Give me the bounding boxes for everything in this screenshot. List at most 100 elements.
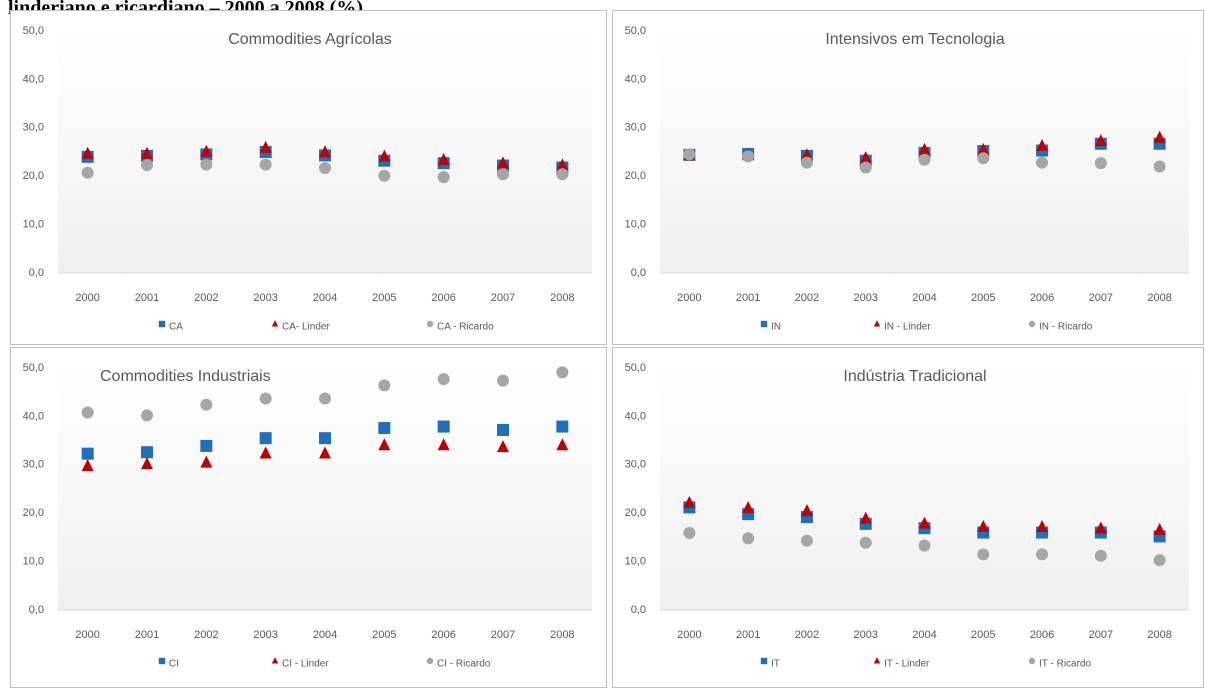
chart-title: Intensivos em Tecnologia [825, 31, 1004, 48]
legend-label: CI [169, 659, 179, 670]
marker-circle [81, 166, 94, 179]
x-tick-label: 2000 [677, 292, 701, 304]
marker-triangle [259, 140, 272, 153]
marker-square [742, 508, 755, 521]
marker-triangle [497, 156, 509, 169]
chart-panel: 0,0 10,0 20,0 30,0 40,0 50,0 2000 2001 2002 2003 2… [10, 347, 607, 688]
chart-panel: 0,0 10,0 20,0 30,0 40,0 50,0 2000 2001 2002 2003 2… [612, 10, 1204, 345]
marker-circle [800, 156, 813, 169]
marker-circle [977, 152, 990, 165]
marker-triangle [200, 455, 213, 468]
marker-square [200, 439, 213, 452]
y-tick-label: 20,0 [23, 170, 44, 182]
x-tick-label: 2007 [491, 629, 515, 641]
marker-circle [1094, 549, 1107, 562]
legend-label: CA [169, 322, 183, 333]
marker-square [378, 422, 391, 435]
legend-label: IN [771, 322, 781, 333]
marker-triangle [859, 151, 872, 164]
marker-circle [683, 527, 696, 540]
x-tick-label: 2005 [372, 292, 396, 304]
marker-triangle [497, 440, 509, 453]
marker-triangle [259, 446, 272, 459]
marker-circle [200, 158, 213, 171]
marker-circle [426, 320, 434, 328]
marker-triangle [918, 142, 931, 155]
y-tick-label: 40,0 [625, 410, 646, 422]
plot-area [660, 368, 1189, 610]
marker-circle [378, 169, 391, 182]
marker-circle [319, 392, 331, 405]
marker-triangle [141, 457, 153, 470]
marker-triangle [800, 148, 813, 161]
legend-label: CI - Linder [282, 659, 329, 670]
marker-triangle [1036, 520, 1049, 533]
x-tick-label: 2005 [971, 629, 995, 641]
chart-title: Commodities Industriais [100, 368, 271, 385]
marker-triangle [800, 504, 813, 517]
marker-circle [426, 657, 434, 665]
marker-circle [1153, 160, 1166, 173]
marker-circle [556, 366, 569, 379]
marker-circle [742, 150, 755, 163]
marker-triangle [81, 146, 94, 159]
x-tick-label: 2001 [736, 629, 760, 641]
marker-circle [859, 161, 872, 174]
marker-triangle [1153, 522, 1166, 535]
y-tick-label: 40,0 [23, 73, 44, 85]
x-tick-label: 2004 [313, 292, 337, 304]
x-tick-label: 2001 [736, 292, 760, 304]
y-tick-label: 30,0 [23, 122, 44, 134]
marker-circle [800, 534, 813, 547]
marker-circle [319, 161, 331, 174]
marker-circle [1028, 320, 1036, 328]
marker-circle [918, 153, 931, 166]
marker-circle [977, 548, 990, 561]
marker-circle [378, 379, 391, 392]
marker-triangle [271, 657, 279, 664]
marker-circle [742, 532, 755, 545]
x-tick-label: 2003 [853, 629, 877, 641]
y-tick-label: 20,0 [625, 170, 646, 182]
x-tick-label: 2000 [75, 629, 99, 641]
x-tick-label: 2003 [853, 292, 877, 304]
marker-circle [1036, 156, 1049, 169]
marker-triangle [81, 459, 94, 472]
chart-panel: 0,0 10,0 20,0 30,0 40,0 50,0 2000 2001 2002 2003 2… [10, 10, 607, 345]
x-tick-label: 2000 [677, 629, 701, 641]
legend-label: IT [771, 659, 780, 670]
marker-triangle [556, 158, 569, 171]
chart-title: Indústria Tradicional [843, 368, 986, 385]
y-tick-label: 0,0 [631, 267, 646, 279]
y-tick-label: 50,0 [23, 25, 44, 37]
marker-square [158, 657, 166, 665]
chart-panel: 0,0 10,0 20,0 30,0 40,0 50,0 2000 2001 2002 2003 2… [612, 347, 1204, 688]
marker-triangle [1094, 521, 1107, 534]
y-tick-label: 10,0 [23, 556, 44, 568]
marker-triangle [200, 144, 213, 157]
marker-circle [1036, 548, 1049, 561]
legend-label: IT - Linder [884, 659, 930, 670]
marker-square [437, 420, 450, 433]
marker-circle [1153, 554, 1166, 567]
x-tick-label: 2008 [550, 629, 574, 641]
marker-circle [556, 168, 569, 181]
marker-triangle [977, 520, 990, 533]
marker-circle [859, 536, 872, 549]
marker-square [497, 423, 509, 436]
marker-square [81, 447, 94, 460]
marker-triangle [378, 438, 391, 451]
x-tick-label: 2007 [1089, 629, 1113, 641]
marker-square [259, 432, 272, 445]
marker-circle [437, 171, 450, 184]
y-tick-label: 40,0 [625, 73, 646, 85]
y-tick-label: 40,0 [23, 410, 44, 422]
legend-label: IT - Ricardo [1039, 659, 1091, 670]
y-tick-label: 10,0 [23, 219, 44, 231]
marker-triangle [437, 153, 450, 166]
marker-triangle [1153, 130, 1166, 143]
marker-circle [497, 374, 509, 387]
marker-triangle [1094, 134, 1107, 147]
y-tick-label: 20,0 [625, 507, 646, 519]
marker-triangle [437, 438, 450, 451]
